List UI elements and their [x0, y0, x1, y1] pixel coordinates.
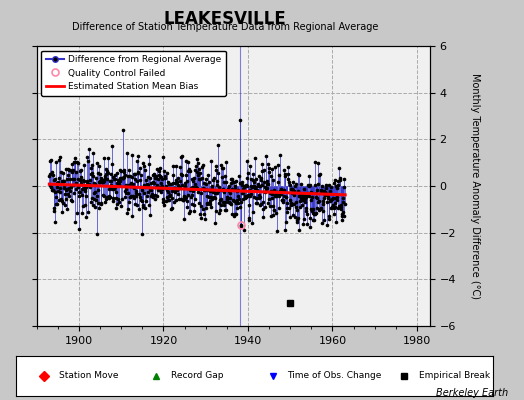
Text: LEAKESVILLE: LEAKESVILLE: [164, 10, 287, 28]
Text: Station Move: Station Move: [59, 372, 118, 380]
Text: Berkeley Earth: Berkeley Earth: [436, 388, 508, 398]
Text: Time of Obs. Change: Time of Obs. Change: [288, 372, 382, 380]
Legend: Difference from Regional Average, Quality Control Failed, Estimated Station Mean: Difference from Regional Average, Qualit…: [41, 50, 226, 96]
Text: Empirical Break: Empirical Break: [419, 372, 490, 380]
Text: Difference of Station Temperature Data from Regional Average: Difference of Station Temperature Data f…: [72, 22, 378, 32]
Text: Record Gap: Record Gap: [171, 372, 223, 380]
Y-axis label: Monthly Temperature Anomaly Difference (°C): Monthly Temperature Anomaly Difference (…: [470, 73, 480, 299]
